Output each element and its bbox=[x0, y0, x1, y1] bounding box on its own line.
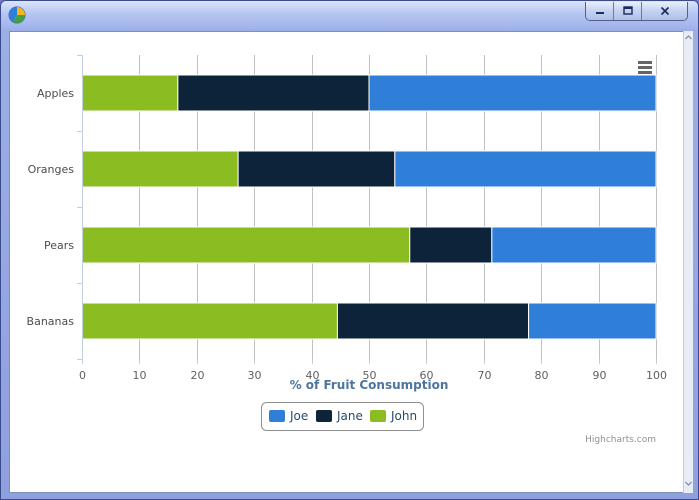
legend-swatch bbox=[316, 410, 332, 422]
x-tick-label: 20 bbox=[191, 369, 205, 382]
minimize-icon bbox=[595, 12, 604, 14]
tick-labels: 0 10 20 30 40 50 60 70 80 90 100 bbox=[79, 369, 667, 382]
x-tick-label: 30 bbox=[248, 369, 262, 382]
bar-john-bananas[interactable] bbox=[81, 302, 338, 340]
menu-icon[interactable] bbox=[638, 61, 652, 74]
category-label: Oranges bbox=[28, 163, 75, 176]
category-label: Bananas bbox=[27, 315, 75, 328]
credits[interactable]: Highcharts.com bbox=[585, 435, 656, 445]
x-tick-label: 10 bbox=[133, 369, 147, 382]
app-icon bbox=[8, 6, 26, 24]
category-labels: Apples Oranges Pears Bananas bbox=[27, 87, 75, 328]
legend-swatch bbox=[269, 410, 285, 422]
legend-item-john[interactable]: John bbox=[370, 409, 417, 423]
maximize-icon bbox=[622, 6, 633, 15]
legend-box bbox=[261, 402, 424, 431]
bar-joe-bananas[interactable] bbox=[528, 302, 657, 340]
bar-jane-oranges[interactable] bbox=[237, 150, 396, 188]
bar-jane-apples[interactable] bbox=[177, 74, 370, 112]
vertical-scrollbar[interactable] bbox=[683, 31, 693, 493]
title-bar[interactable] bbox=[1, 1, 698, 29]
bar-john-pears[interactable] bbox=[81, 226, 411, 264]
legend-label: Jane bbox=[336, 409, 363, 423]
x-tick-label: 0 bbox=[79, 369, 86, 382]
x-tick-label: 60 bbox=[420, 369, 434, 382]
x-tick-label: 50 bbox=[363, 369, 377, 382]
bar-jane-pears[interactable] bbox=[409, 226, 493, 264]
legend-label: Joe bbox=[289, 409, 308, 423]
bar-john-oranges[interactable] bbox=[81, 150, 239, 188]
minimize-button[interactable] bbox=[586, 2, 614, 20]
legend-label: John bbox=[390, 409, 417, 423]
chart: Apples Oranges Pears Bananas 0 10 20 30 40 50 60 7… bbox=[27, 55, 667, 445]
menu-icon-line bbox=[638, 71, 652, 74]
legend-swatch bbox=[370, 410, 386, 422]
scroll-up-icon[interactable] bbox=[685, 34, 692, 41]
bar-john-apples[interactable] bbox=[81, 74, 179, 112]
bar-joe-apples[interactable] bbox=[368, 74, 657, 112]
menu-icon-line bbox=[638, 66, 652, 69]
menu-icon-line bbox=[638, 61, 652, 64]
legend-item-jane[interactable]: Jane bbox=[316, 409, 363, 423]
legend[interactable]: Joe Jane John bbox=[261, 402, 424, 431]
bars bbox=[81, 74, 657, 340]
bar-joe-pears[interactable] bbox=[491, 226, 657, 264]
scroll-down-icon[interactable] bbox=[685, 480, 692, 487]
category-label: Pears bbox=[44, 239, 74, 252]
axes bbox=[77, 55, 657, 364]
close-button[interactable] bbox=[642, 2, 687, 20]
x-tick-label: 70 bbox=[478, 369, 492, 382]
maximize-button[interactable] bbox=[614, 2, 642, 20]
window-controls bbox=[585, 2, 688, 21]
x-tick-label: 100 bbox=[646, 369, 667, 382]
category-label: Apples bbox=[37, 87, 74, 100]
bar-joe-oranges[interactable] bbox=[394, 150, 657, 188]
x-axis-title: % of Fruit Consumption bbox=[290, 378, 449, 392]
x-tick-label: 90 bbox=[593, 369, 607, 382]
x-tick-label: 40 bbox=[306, 369, 320, 382]
bar-jane-bananas[interactable] bbox=[336, 302, 530, 340]
legend-item-joe[interactable]: Joe bbox=[269, 409, 308, 423]
close-icon bbox=[660, 6, 669, 16]
x-tick-label: 80 bbox=[535, 369, 549, 382]
